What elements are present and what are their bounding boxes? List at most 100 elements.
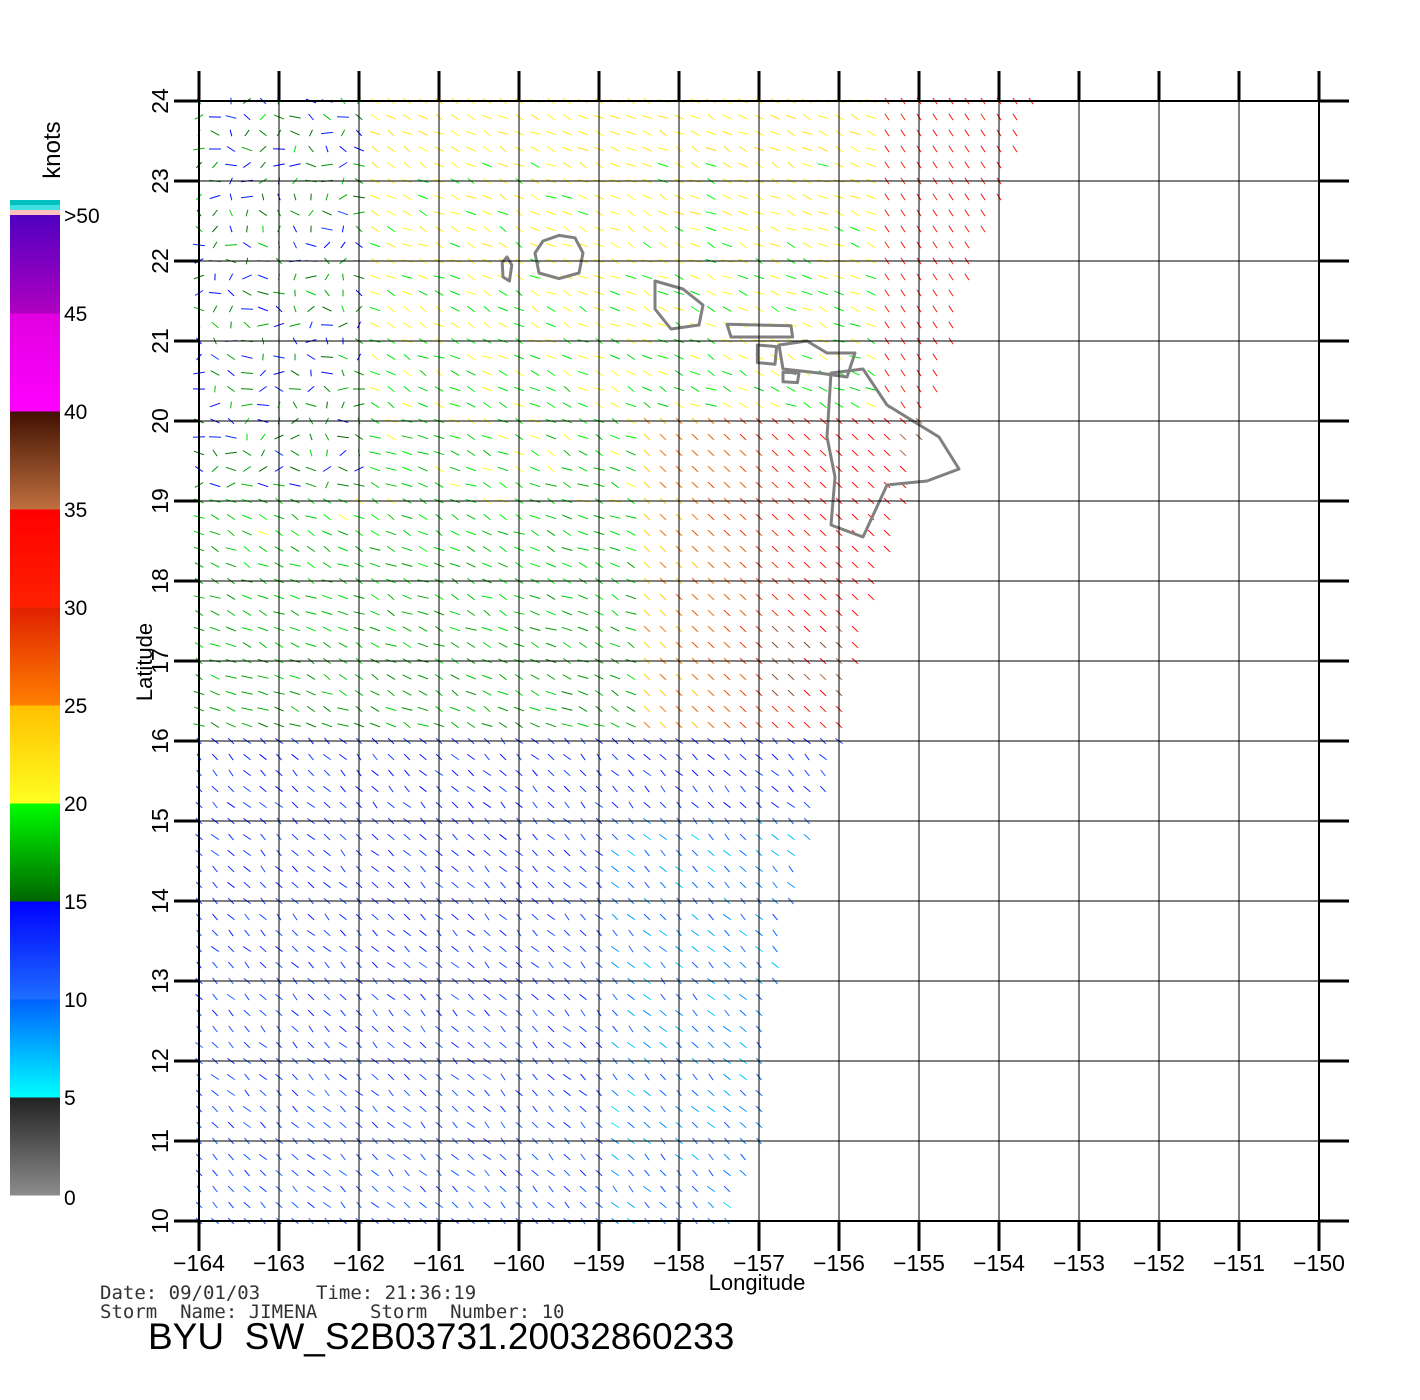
wind-vector — [243, 321, 251, 329]
wind-vector — [401, 131, 413, 135]
wind-vector — [722, 194, 732, 200]
wind-vector — [641, 115, 653, 119]
wind-vector — [611, 481, 619, 489]
legend-tick-label: 40 — [64, 401, 87, 424]
wind-vector — [244, 1089, 250, 1097]
wind-vector — [787, 161, 795, 169]
wind-vector — [338, 674, 348, 680]
wind-vector — [611, 1009, 619, 1017]
wind-vector — [404, 769, 410, 777]
wind-vector — [292, 401, 298, 409]
wind-vector — [499, 193, 507, 201]
wind-vector — [337, 435, 349, 439]
wind-vector — [497, 530, 509, 536]
wind-vector — [850, 162, 860, 168]
wind-vector — [323, 769, 331, 777]
wind-vector — [627, 1089, 635, 1097]
wind-vector — [562, 1073, 572, 1081]
wind-vector — [499, 945, 507, 953]
wind-vector — [531, 1153, 539, 1161]
wind-vector — [466, 562, 476, 568]
wind-vector — [401, 546, 413, 552]
wind-vector — [212, 209, 218, 217]
wind-vector — [212, 1201, 218, 1209]
wind-vector — [787, 465, 795, 473]
wind-vector — [211, 1041, 219, 1049]
wind-vector — [449, 483, 461, 487]
wind-vector — [466, 354, 476, 360]
wind-vector — [497, 162, 509, 168]
wind-vector — [771, 721, 779, 729]
wind-vector — [530, 546, 540, 552]
wind-vector — [403, 145, 411, 153]
wind-vector — [370, 642, 380, 648]
wind-vector — [211, 465, 219, 473]
wind-vector — [627, 865, 635, 873]
wind-vector — [626, 306, 636, 312]
wind-vector — [657, 323, 669, 327]
wind-vector — [532, 1185, 538, 1193]
wind-vector — [419, 1105, 427, 1113]
wind-vector — [579, 785, 587, 793]
wind-vector — [657, 115, 669, 119]
wind-vector — [867, 449, 875, 457]
wind-vector — [659, 1089, 667, 1097]
wind-vector — [499, 913, 507, 921]
wind-vector — [625, 594, 637, 600]
wind-vector — [212, 993, 218, 1001]
wind-vector — [324, 1041, 330, 1049]
wind-vector — [641, 274, 653, 280]
wind-vector — [225, 451, 237, 455]
wind-vector — [707, 801, 715, 809]
wind-vector — [787, 721, 795, 729]
wind-vector — [212, 961, 218, 969]
wind-vector — [801, 290, 813, 296]
wind-vector — [691, 1089, 699, 1097]
wind-vector — [612, 785, 618, 793]
wind-vector — [289, 690, 301, 696]
wind-vector — [577, 530, 589, 536]
wind-vector — [866, 290, 876, 296]
wind-vector — [563, 369, 571, 377]
wind-vector — [803, 561, 811, 569]
wind-vector — [260, 929, 266, 937]
wind-vector — [578, 594, 588, 600]
wind-vector — [772, 881, 778, 889]
wind-vector — [387, 1185, 395, 1193]
wind-vector — [419, 785, 427, 793]
wind-vector — [482, 210, 492, 216]
wind-vector — [450, 642, 460, 648]
wind-vector — [643, 961, 651, 969]
wind-vector — [417, 706, 429, 712]
wind-vector — [818, 146, 828, 152]
wind-vector — [948, 193, 954, 201]
wind-vector — [849, 386, 861, 392]
wind-vector — [723, 1121, 731, 1129]
wind-vector — [659, 193, 667, 201]
wind-vector — [212, 1153, 218, 1161]
wind-vector — [531, 945, 539, 953]
wind-vector — [228, 753, 234, 761]
wind-vector — [691, 641, 699, 649]
wind-vector — [369, 435, 381, 439]
wind-vector — [851, 641, 859, 649]
wind-vector — [849, 274, 861, 280]
wind-vector — [499, 1153, 507, 1161]
wind-vector — [417, 611, 429, 615]
wind-vector — [723, 641, 731, 649]
wind-vector — [305, 466, 317, 472]
wind-vector — [659, 1121, 667, 1129]
wind-vector — [707, 513, 715, 521]
wind-vector — [691, 1185, 699, 1193]
wind-vector — [417, 530, 429, 536]
wind-vector — [451, 913, 459, 921]
wind-vector — [611, 913, 619, 921]
wind-vector — [499, 609, 507, 617]
wind-vector — [723, 145, 731, 153]
wind-vector — [659, 833, 667, 841]
wind-vector — [866, 242, 876, 248]
wind-vector — [290, 594, 300, 600]
wind-vector — [226, 610, 236, 616]
wind-vector — [418, 194, 428, 200]
wind-vector — [691, 1105, 699, 1113]
